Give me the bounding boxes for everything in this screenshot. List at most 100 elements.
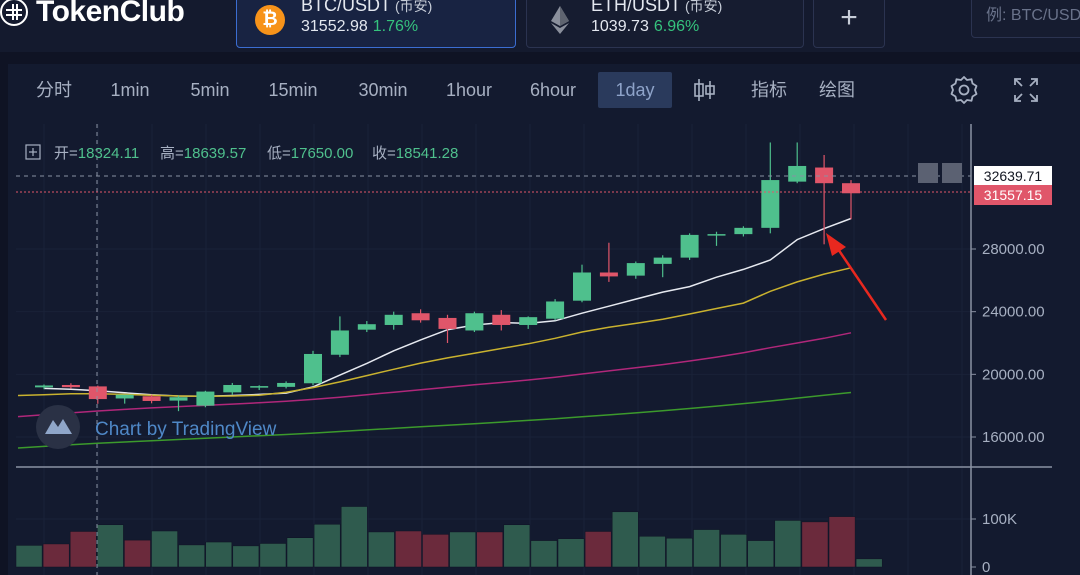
pair-price-row: 1039.73 6.96% xyxy=(591,18,699,36)
volume-bar xyxy=(449,531,476,568)
volume-bar xyxy=(178,544,205,568)
candlestick-icon[interactable] xyxy=(688,74,720,106)
axis-marker-1 xyxy=(918,163,938,183)
volume-bar xyxy=(259,543,287,568)
volume-bar xyxy=(313,524,341,568)
price-tick-label: 16000.00 xyxy=(982,429,1045,446)
tradingview-watermark[interactable]: Chart by TradingView xyxy=(36,405,277,449)
chart-toolbar: 分时 1min 5min 15min 30min 1hour 6hour 1da… xyxy=(8,66,1080,114)
pair-exchange: (币安) xyxy=(395,0,433,14)
volume-bar xyxy=(395,530,422,568)
settings-gear-icon[interactable] xyxy=(948,74,980,106)
candle-body xyxy=(519,317,538,325)
last-price-label: 31557.15 xyxy=(984,187,1043,203)
pair-search-input[interactable] xyxy=(971,0,1080,38)
candle-body xyxy=(546,301,565,319)
ma-line xyxy=(43,217,852,398)
moving-average-lines xyxy=(17,217,852,449)
pair-card-btc-usdt[interactable]: ₿ BTC/USDT (币安) 31552.98 1.76% xyxy=(236,0,516,48)
volume-bar xyxy=(530,540,558,568)
interval-5min[interactable]: 5min xyxy=(190,80,230,100)
price-tick-label: 28000.00 xyxy=(982,241,1045,258)
volume-bar xyxy=(611,511,639,568)
tokenclub-logo-icon xyxy=(0,0,28,26)
volume-bar xyxy=(855,558,883,568)
volume-bar xyxy=(557,538,585,568)
pair-change: 6.96% xyxy=(653,18,700,35)
candle-body xyxy=(815,167,834,184)
candle-body xyxy=(788,165,807,182)
candle-body xyxy=(142,396,161,401)
pair-card-eth-usdt[interactable]: ETH/USDT (币安) 1039.73 6.96% xyxy=(526,0,804,48)
volume-bar xyxy=(774,520,802,568)
candle-body xyxy=(653,257,672,264)
ma-line xyxy=(17,391,852,449)
volume-bar xyxy=(69,531,97,568)
volume-bar xyxy=(97,524,124,568)
candle-body xyxy=(573,272,591,301)
candle-body xyxy=(438,317,457,329)
drawing-button[interactable]: 绘图 xyxy=(819,80,855,100)
volume-bar xyxy=(639,536,666,568)
volume-bar xyxy=(801,521,829,568)
pair-symbol: ETH/USDT xyxy=(591,0,681,15)
candle-body xyxy=(842,183,860,194)
pair-change: 1.76% xyxy=(372,18,419,35)
candle-body xyxy=(88,386,107,400)
watermark-text: Chart by TradingView xyxy=(95,419,277,440)
candle-body xyxy=(250,386,269,388)
pair-symbol: BTC/USDT xyxy=(301,0,391,15)
volume-axis-ticks: 100K 0 xyxy=(971,511,1017,575)
price-tick-label: 20000.00 xyxy=(982,366,1045,383)
volume-bar xyxy=(747,540,775,568)
candle-body xyxy=(277,382,296,387)
low-value: 17650.00 xyxy=(291,145,354,162)
pair-name: BTC/USDT (币安) xyxy=(301,0,432,16)
candle-body xyxy=(465,313,484,331)
volume-bar xyxy=(205,541,233,568)
interval-1day[interactable]: 1day xyxy=(598,72,672,108)
open-label: 开= xyxy=(54,145,78,162)
candle-body xyxy=(169,397,188,401)
tokenclub-logo[interactable]: TokenClub xyxy=(0,0,185,32)
red-annotation-arrow xyxy=(826,233,888,321)
top-bar: TokenClub ₿ BTC/USDT (币安) 31552.98 1.76% E… xyxy=(0,0,1080,52)
candle-body xyxy=(411,313,430,321)
indicators-button[interactable]: 指标 xyxy=(751,80,787,100)
candle-body xyxy=(492,314,511,325)
add-pair-button[interactable]: + xyxy=(813,0,885,48)
candle-body xyxy=(304,353,322,384)
candle-body xyxy=(223,384,242,393)
interval-15min[interactable]: 15min xyxy=(268,80,318,100)
candle-body xyxy=(680,234,699,258)
candle-body xyxy=(707,234,726,236)
interval-time-sharing[interactable]: 分时 xyxy=(36,80,72,100)
last-price-tag xyxy=(974,185,1052,205)
candle-body xyxy=(196,391,215,406)
volume-bar xyxy=(828,516,856,568)
fullscreen-icon[interactable] xyxy=(1010,74,1042,106)
ma-line xyxy=(17,267,852,398)
chart-grid xyxy=(16,124,971,575)
candle-body xyxy=(599,272,618,277)
interval-1hour[interactable]: 1hour xyxy=(445,80,493,100)
candle-body xyxy=(61,384,80,388)
price-tick-label: 24000.00 xyxy=(982,304,1045,321)
candle-body xyxy=(357,324,376,330)
volume-bar xyxy=(476,531,504,568)
interval-1min[interactable]: 1min xyxy=(110,80,150,100)
close-label: 收= xyxy=(372,145,396,162)
volume-bar xyxy=(340,506,368,568)
logo-text: TokenClub xyxy=(36,0,185,28)
candle-body xyxy=(35,385,53,388)
ohlc-legend: 开=18324.11 高=18639.57 低=17650.00 收=18541… xyxy=(25,144,458,162)
volume-bar xyxy=(693,529,720,568)
candle-body xyxy=(384,314,403,325)
candle-body xyxy=(115,394,134,399)
volume-bar xyxy=(720,534,747,568)
interval-30min[interactable]: 30min xyxy=(358,80,408,100)
interval-6hour[interactable]: 6hour xyxy=(529,80,577,100)
volume-tick-label: 0 xyxy=(982,559,990,575)
open-value: 18324.11 xyxy=(78,145,139,162)
